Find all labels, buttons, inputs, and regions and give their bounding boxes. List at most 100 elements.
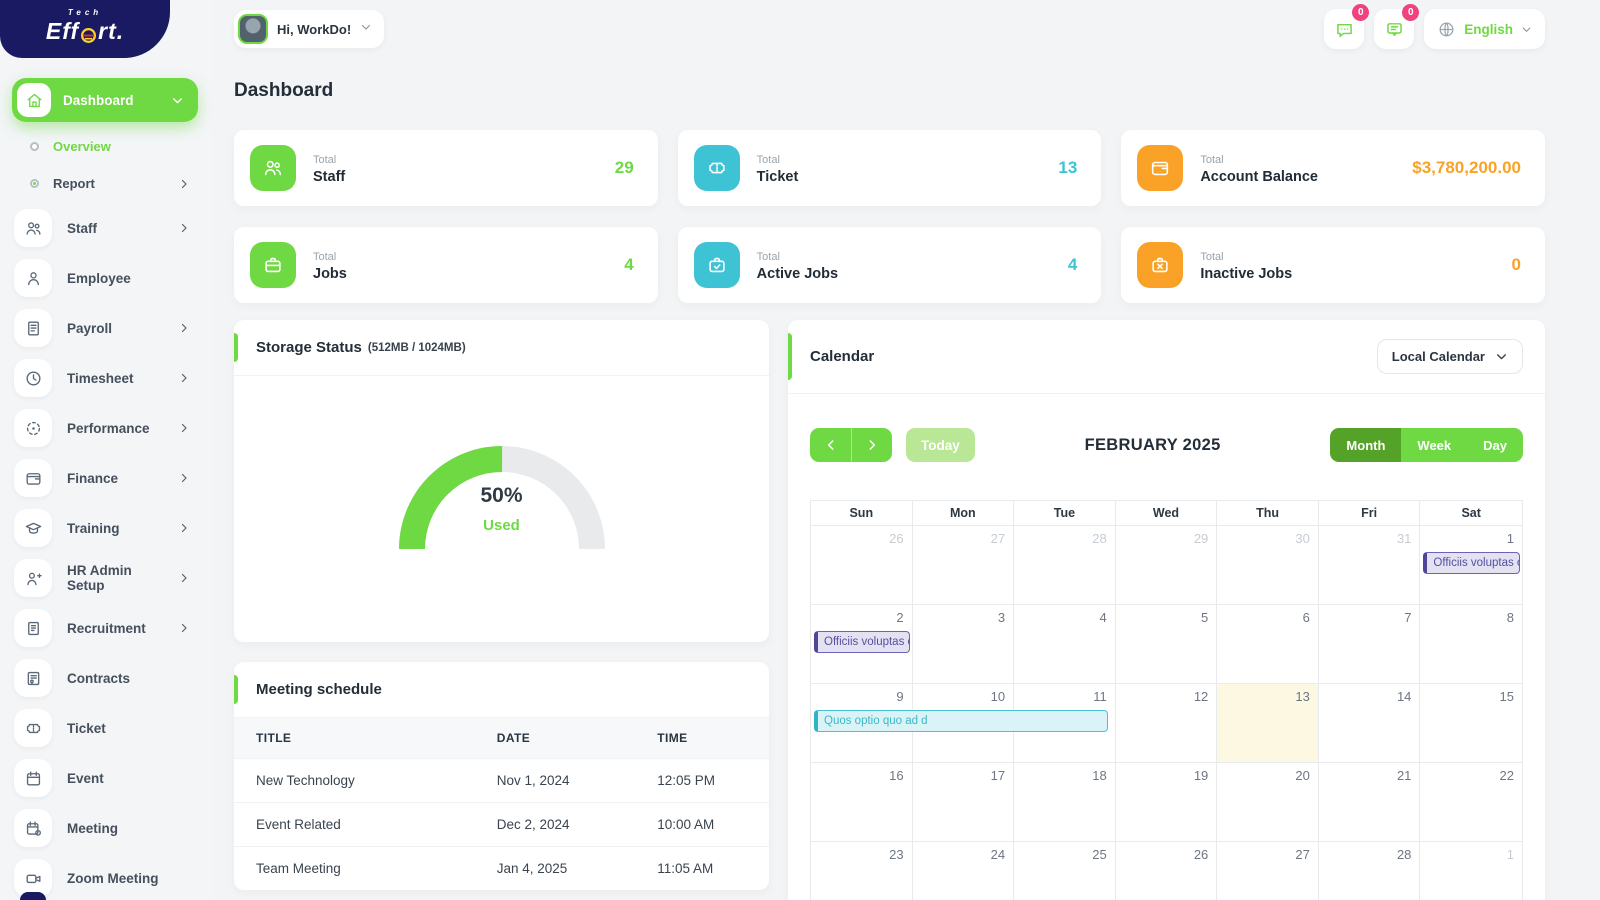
stat-label-top: Total (1200, 154, 1224, 166)
sidebar-item-zoom-meeting[interactable]: Zoom Meeting (0, 854, 212, 900)
calendar-day-1-other[interactable]: 1 (1420, 842, 1522, 900)
chev-right-icon (181, 523, 187, 533)
sidebar-item-recruitment[interactable]: Recruitment (0, 604, 212, 652)
calendar-toolbar: Today FEBRUARY 2025 Month Week Day (810, 428, 1523, 462)
sidebar-item-meeting[interactable]: Meeting (0, 804, 212, 852)
calendar-prev-button[interactable] (810, 428, 851, 462)
calendar-day-14[interactable]: 14 (1319, 684, 1421, 762)
meeting-title: Event Related (234, 802, 475, 847)
calendar-day-24[interactable]: 24 (913, 842, 1015, 900)
day-number: 10 (990, 689, 1006, 704)
chev-right-icon (181, 223, 187, 233)
stat-label: Account Balance (1200, 169, 1318, 185)
calendar-day-17[interactable]: 17 (913, 763, 1015, 841)
calendar-day-4[interactable]: 4 (1014, 605, 1116, 683)
sidebar-item-finance[interactable]: Finance (0, 454, 212, 502)
day-number: 4 (1099, 610, 1107, 625)
user-menu-button[interactable]: Hi, WorkDo! (234, 10, 385, 48)
calendar-view-day[interactable]: Day (1467, 428, 1523, 462)
calendar-next-button[interactable] (851, 428, 892, 462)
calendar-day-19[interactable]: 19 (1116, 763, 1218, 841)
calendar-day-8[interactable]: 8 (1420, 605, 1522, 683)
avatar (238, 14, 268, 44)
sidebar-item-label: HR Admin Setup (67, 563, 132, 593)
calendar-day-31-other[interactable]: 31 (1319, 526, 1421, 604)
calendar-day-27[interactable]: 27 (1217, 842, 1319, 900)
calendar-day-29-other[interactable]: 29 (1116, 526, 1218, 604)
stat-value: 4 (624, 255, 634, 274)
sidebar-item-label: Zoom Meeting (67, 870, 159, 886)
sidebar-item-employee[interactable]: Employee (0, 254, 212, 302)
language-label: English (1464, 21, 1513, 37)
notifications-button[interactable]: 0 (1374, 4, 1420, 49)
calendar-day-7[interactable]: 7 (1319, 605, 1421, 683)
sidebar-item-timesheet[interactable]: Timesheet (0, 354, 212, 402)
messenger-button[interactable]: 0 (1324, 4, 1370, 49)
contract-icon (14, 659, 52, 697)
calendar-day-3[interactable]: 3 (913, 605, 1015, 683)
calendar-event[interactable]: Officiis voluptas c (1423, 552, 1520, 574)
calendar-day-16[interactable]: 16 (811, 763, 913, 841)
calendar-view-month[interactable]: Month (1330, 428, 1402, 462)
clock-icon (25, 370, 41, 386)
calendar-day-22[interactable]: 22 (1420, 763, 1522, 841)
calendar-source-dropdown[interactable]: Local Calendar (1376, 339, 1523, 374)
chevron-down-icon (1495, 350, 1508, 363)
sidebar-item-ticket[interactable]: Ticket (0, 704, 212, 752)
calendar-dow-sun: Sun (811, 501, 913, 525)
day-number: 1 (1506, 847, 1514, 862)
sidebar-item-report[interactable]: Report (0, 165, 212, 202)
calendar-day-6[interactable]: 6 (1217, 605, 1319, 683)
stat-card-account-balance: Total Account Balance $3,780,200.00 (1121, 130, 1545, 206)
meeting-date: Nov 1, 2024 (474, 758, 636, 803)
calendar-day-1[interactable]: 1 Officiis voluptas c (1420, 526, 1522, 604)
sidebar-item-event[interactable]: Event (0, 754, 212, 802)
stat-label: Ticket (756, 169, 799, 185)
day-number: 13 (1295, 689, 1310, 704)
calendar-day-28[interactable]: 28 (1319, 842, 1421, 900)
meeting-time: 11:05 AM (635, 846, 769, 890)
calendar-day-26-other[interactable]: 26 (811, 526, 913, 604)
calendar-view-week[interactable]: Week (1401, 428, 1468, 462)
calendar-day-15[interactable]: 15 (1420, 684, 1522, 762)
ticket-icon (693, 145, 740, 191)
calendar-day-23[interactable]: 23 (811, 842, 913, 900)
calendar-day-28-other[interactable]: 28 (1014, 526, 1116, 604)
brand-name-left: Eff (45, 17, 80, 44)
briefcase-x-icon (1152, 257, 1168, 273)
meeting-schedule-title: Meeting schedule (256, 681, 382, 698)
calendar-day-26[interactable]: 26 (1116, 842, 1218, 900)
calendar-today-button[interactable]: Today (906, 428, 975, 462)
calendar-day-13[interactable]: 13 (1217, 684, 1319, 762)
notifications-badge: 0 (1402, 4, 1420, 21)
calendar-day-27-other[interactable]: 27 (913, 526, 1015, 604)
calendar-day-30-other[interactable]: 30 (1217, 526, 1319, 604)
sidebar-item-staff[interactable]: Staff (0, 204, 212, 252)
calendar-day-20[interactable]: 20 (1217, 763, 1319, 841)
calendar-event[interactable]: Officiis voluptas c (814, 631, 910, 653)
calendar-day-11[interactable]: 11 (1014, 684, 1116, 762)
calendar-day-21[interactable]: 21 (1319, 763, 1421, 841)
sidebar-item-payroll[interactable]: Payroll (0, 304, 212, 352)
calendar-day-9[interactable]: 9 Quos optio quo ad d (811, 684, 1108, 762)
sidebar-item-contracts[interactable]: Contracts (0, 654, 212, 702)
meeting-date: Jan 4, 2025 (474, 846, 636, 890)
calendar-event[interactable]: Quos optio quo ad d (814, 710, 1108, 732)
day-number: 17 (990, 768, 1006, 783)
day-number: 22 (1499, 768, 1514, 783)
calendar-day-12[interactable]: 12 (1116, 684, 1218, 762)
sidebar-item-performance[interactable]: Performance (0, 404, 212, 452)
wallet-icon (1152, 161, 1169, 176)
language-selector[interactable]: English (1424, 9, 1545, 49)
sidebar-item-dashboard[interactable]: Dashboard (12, 78, 198, 122)
calendar-day-5[interactable]: 5 (1116, 605, 1218, 683)
calendar-day-25[interactable]: 25 (1014, 842, 1116, 900)
meeting-date: Dec 2, 2024 (474, 802, 636, 847)
sidebar-item-hr-admin-setup[interactable]: HR Admin Setup (0, 554, 212, 602)
calendar-day-2[interactable]: 2 Officiis voluptas c (811, 605, 913, 683)
chevron-right-icon (869, 440, 876, 450)
calendar-day-18[interactable]: 18 (1014, 763, 1116, 841)
sidebar-item-overview[interactable]: Overview (0, 128, 212, 165)
meeting-title: Team Meeting (234, 846, 475, 890)
sidebar-item-training[interactable]: Training (0, 504, 212, 552)
